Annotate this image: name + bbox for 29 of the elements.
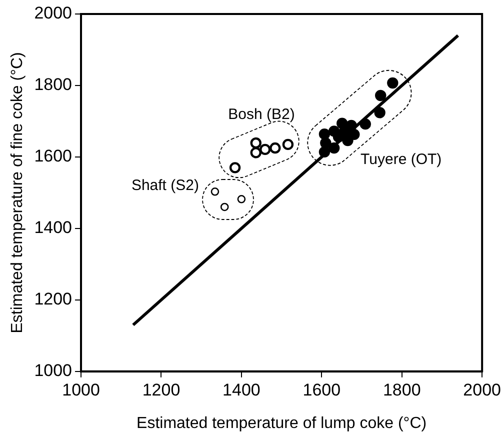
x-tick-label: 1800 <box>382 380 421 400</box>
point <box>237 194 246 204</box>
y-axis-title: Estimated temperature of fine coke (°C) <box>9 52 26 334</box>
y-tick-label: 1800 <box>34 75 72 94</box>
x-tick-label: 1200 <box>142 380 180 400</box>
point <box>270 142 281 154</box>
point <box>229 162 241 174</box>
x-tick-label: 1600 <box>302 380 341 400</box>
point <box>387 77 398 89</box>
series-label: Shaft (S2) <box>131 176 199 194</box>
x-tick-label: 1000 <box>62 380 100 400</box>
point <box>250 147 262 158</box>
y-tick-label: 1600 <box>34 146 72 166</box>
series-label: Tuyere (OT) <box>360 151 442 168</box>
y-tick-label: 1200 <box>34 290 72 309</box>
series-label: Bosh (B2) <box>228 106 295 124</box>
y-tick-label: 1000 <box>34 361 72 380</box>
x-tick-label: 2000 <box>463 380 502 400</box>
point <box>260 144 271 156</box>
point <box>220 202 229 212</box>
point <box>375 90 386 102</box>
point <box>374 107 386 118</box>
x-axis-title: Estimated temperature of lump coke (°C) <box>136 414 427 432</box>
point <box>210 187 220 196</box>
point <box>282 138 294 150</box>
x-tick-label: 1400 <box>222 380 260 400</box>
y-tick-label: 2000 <box>34 4 72 23</box>
point <box>250 137 262 149</box>
y-tick-label: 1400 <box>34 218 72 238</box>
